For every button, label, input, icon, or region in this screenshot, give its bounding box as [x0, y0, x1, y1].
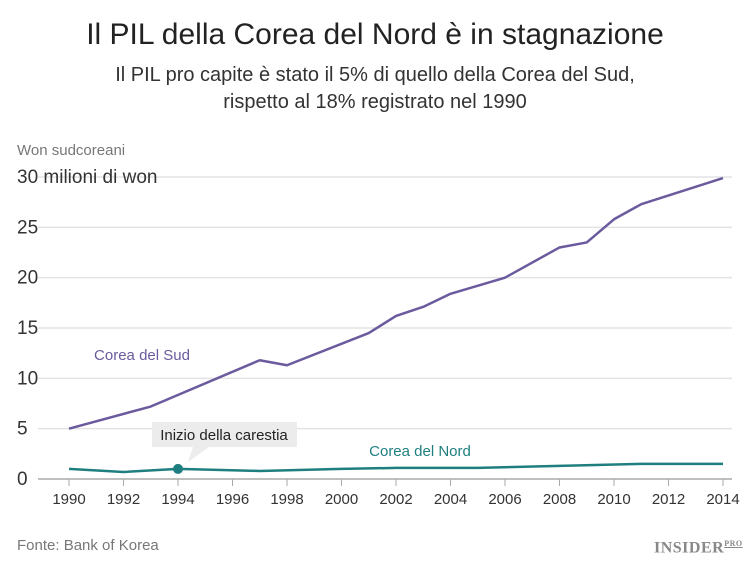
x-tick-label: 2008: [543, 491, 576, 508]
y-tick-label: 20: [17, 268, 38, 289]
subtitle-line-2: rispetto al 18% registrato nel 1990: [223, 91, 527, 113]
logo-main: INSIDER: [654, 539, 725, 557]
x-tick-label: 2014: [706, 491, 739, 508]
y-tick-label: 25: [17, 217, 38, 238]
x-tick-label: 1992: [107, 491, 140, 508]
x-tick-label: 1998: [270, 491, 303, 508]
annotation-label: Inizio della carestia: [160, 427, 288, 444]
y-tick-label: 30 milioni di won: [17, 167, 157, 188]
x-tick-label: 1994: [161, 491, 194, 508]
x-tick-label: 2010: [597, 491, 630, 508]
y-tick-label: 15: [17, 318, 38, 339]
x-tick-label: 2004: [434, 491, 467, 508]
x-tick-label: 2000: [325, 491, 358, 508]
logo-pro: PRO: [724, 539, 743, 548]
subtitle-line-1: Il PIL pro capite è stato il 5% di quell…: [115, 64, 635, 86]
x-tick-label: 2002: [379, 491, 412, 508]
series-label: Corea del Sud: [94, 347, 190, 364]
y-tick-label: 10: [17, 368, 38, 389]
y-tick-label: 0: [17, 469, 28, 490]
series-line-north: [68, 462, 723, 474]
x-tick-label: 2012: [652, 491, 685, 508]
annotation-point: [173, 463, 183, 474]
series-line-south: [68, 176, 724, 430]
x-tick-label: 1996: [216, 491, 249, 508]
x-tick-label: 1990: [52, 491, 85, 508]
chart-title: Il PIL della Corea del Nord è in stagnaz…: [86, 18, 664, 51]
x-tick-label: 2006: [488, 491, 521, 508]
y-axis-label: Won sudcoreani: [17, 142, 126, 159]
y-tick-label: 5: [17, 419, 28, 440]
annotation-box: [152, 422, 297, 462]
insider-pro-logo: INSIDERPRO: [654, 539, 743, 557]
source-note: Fonte: Bank of Korea: [17, 537, 159, 554]
series-label: Corea del Nord: [369, 443, 471, 460]
chart-subtitle: Il PIL pro capite è stato il 5% di quell…: [0, 62, 750, 116]
